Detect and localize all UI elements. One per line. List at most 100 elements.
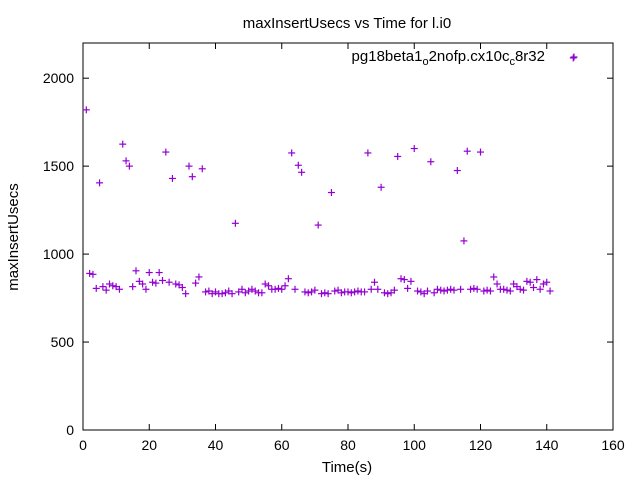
- axis-ticks: 0 20 40 60 80 100 120 140 160 0 500 1000 1500 2000: [43, 43, 625, 453]
- y-axis-label: maxInsertUsecs: [5, 183, 22, 291]
- chart-title: maxInsertUsecs vs Time for l.i0: [243, 15, 451, 32]
- data-point: [546, 287, 554, 295]
- data-point: [165, 278, 173, 286]
- data-point: [486, 287, 494, 295]
- data-point: [125, 162, 133, 170]
- data-point: [427, 158, 435, 166]
- data-point: [367, 285, 375, 293]
- data-point: [99, 283, 107, 291]
- data-point: [96, 179, 104, 187]
- data-point: [404, 284, 412, 292]
- data-point: [361, 288, 369, 296]
- data-points: [82, 54, 577, 298]
- data-point: [526, 278, 534, 286]
- data-point: [440, 287, 448, 295]
- data-point: [523, 277, 531, 285]
- data-point: [414, 287, 422, 295]
- data-point: [86, 269, 94, 277]
- legend-label: pg18beta1o2nofp.cx10cc8r32: [352, 48, 545, 68]
- data-point: [172, 280, 180, 288]
- data-point: [271, 285, 279, 293]
- data-point: [503, 286, 511, 294]
- data-point: [327, 189, 335, 197]
- legend: pg18beta1o2nofp.cx10cc8r32: [352, 48, 578, 68]
- data-point: [298, 168, 306, 176]
- data-point: [212, 288, 219, 296]
- data-point: [321, 289, 329, 297]
- data-point: [380, 289, 388, 297]
- data-point: [480, 287, 488, 295]
- data-point: [410, 145, 418, 153]
- data-point: [109, 282, 117, 290]
- data-point: [132, 267, 140, 275]
- x-tick-label: 0: [79, 437, 87, 453]
- data-point: [536, 285, 544, 293]
- data-point: [530, 284, 537, 292]
- data-point: [430, 289, 438, 297]
- data-point: [460, 237, 468, 245]
- data-point: [400, 276, 408, 284]
- data-point: [218, 290, 226, 298]
- data-point: [344, 288, 352, 296]
- data-point: [520, 286, 528, 294]
- data-point: [119, 140, 127, 148]
- data-point: [337, 289, 345, 297]
- data-point: [433, 285, 441, 293]
- data-point: [304, 289, 312, 297]
- data-point: [407, 277, 415, 285]
- data-point: [145, 269, 153, 277]
- y-tick-label: 1000: [43, 246, 74, 262]
- legend-marker-symbol: [570, 53, 578, 61]
- data-point: [324, 290, 332, 298]
- data-point: [311, 286, 319, 294]
- data-point: [221, 289, 229, 297]
- data-point: [82, 106, 90, 114]
- plot-frame: [82, 42, 614, 431]
- x-tick-label: 140: [535, 437, 559, 453]
- data-point: [278, 285, 286, 293]
- x-tick-label: 60: [274, 437, 290, 453]
- data-point: [516, 285, 524, 293]
- data-point: [390, 286, 398, 294]
- data-point: [543, 278, 551, 286]
- data-point: [185, 162, 193, 170]
- data-point: [258, 289, 266, 297]
- data-point: [463, 147, 471, 155]
- data-point: [139, 280, 147, 288]
- data-point: [231, 219, 239, 227]
- data-point: [314, 221, 322, 229]
- data-point: [162, 148, 170, 156]
- data-point: [245, 287, 253, 295]
- data-point: [195, 273, 203, 281]
- data-point: [168, 174, 176, 182]
- data-point: [241, 289, 249, 297]
- data-point: [371, 278, 378, 286]
- data-point: [506, 287, 514, 295]
- data-point: [457, 285, 465, 293]
- data-point: [473, 285, 481, 293]
- data-point: [443, 286, 451, 294]
- data-point: [284, 275, 292, 283]
- data-point: [251, 287, 259, 295]
- data-point: [364, 149, 372, 157]
- data-point: [102, 286, 110, 294]
- x-tick-label: 100: [403, 437, 427, 453]
- y-tick-label: 1500: [43, 158, 74, 174]
- data-point: [274, 284, 282, 292]
- data-point: [533, 276, 541, 284]
- data-point: [155, 269, 163, 277]
- data-point: [228, 290, 236, 298]
- data-point: [539, 280, 547, 288]
- x-tick-label: 120: [469, 437, 493, 453]
- data-point: [417, 288, 425, 296]
- data-point: [192, 279, 200, 287]
- legend-marker: [570, 53, 578, 61]
- x-tick-label: 20: [141, 437, 157, 453]
- data-point: [354, 287, 362, 295]
- data-point: [374, 285, 382, 293]
- data-point: [178, 284, 186, 292]
- data-point: [490, 273, 498, 281]
- x-tick-label: 40: [208, 437, 224, 453]
- data-point: [470, 284, 478, 292]
